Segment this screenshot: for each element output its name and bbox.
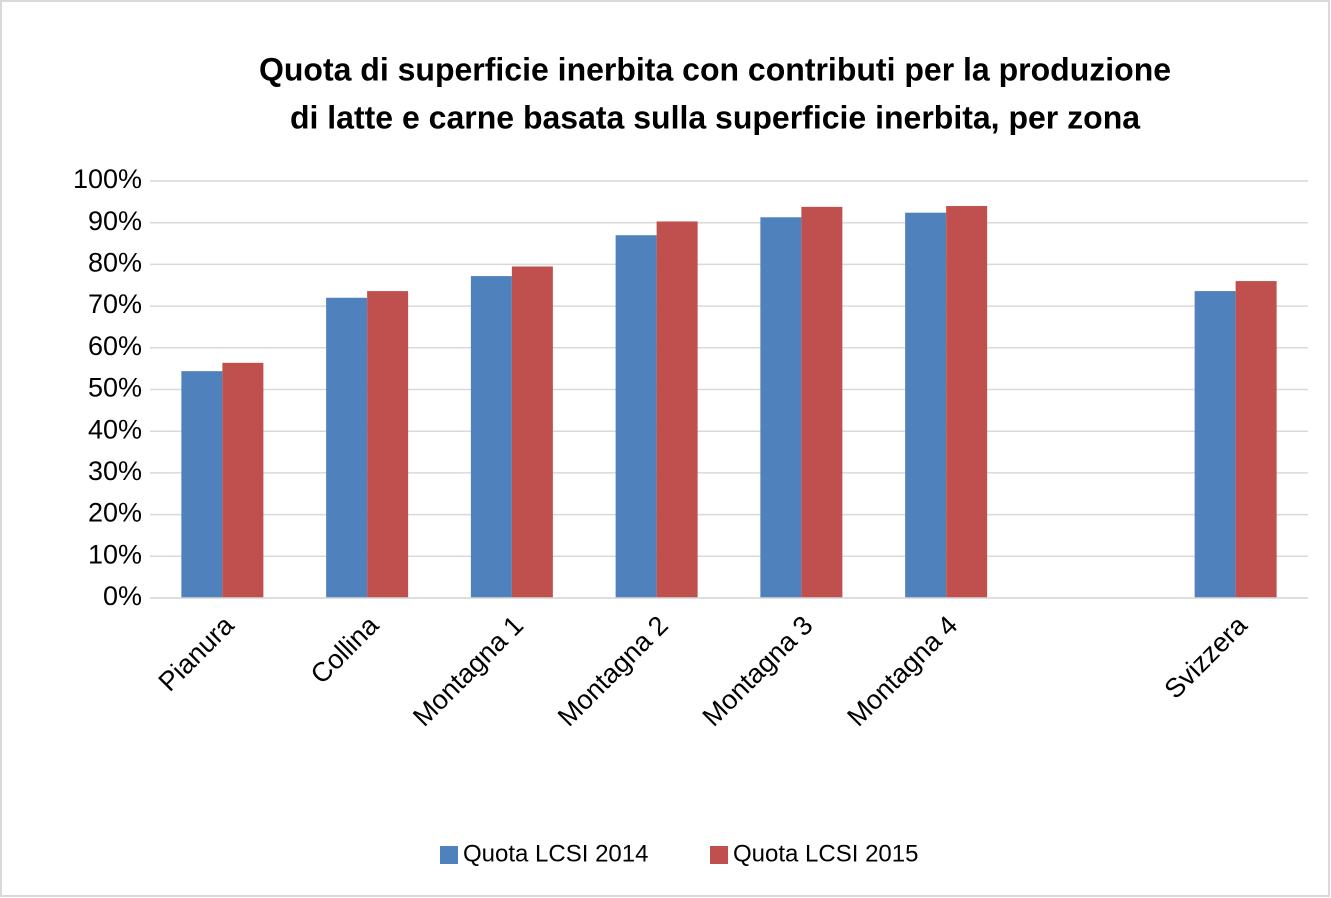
y-tick-label: 10% [88,539,142,569]
y-tick-label: 30% [88,456,142,486]
bar [946,206,988,598]
chart-title: di latte e carne basata sulla superficie… [290,99,1140,135]
y-tick-label: 90% [88,206,142,236]
legend-swatch [440,846,458,864]
bar [367,291,409,598]
y-tick-label: 0% [103,581,142,611]
bar [326,297,368,598]
bar [1235,281,1277,598]
bar [760,217,802,599]
bar [511,266,553,598]
legend-label: Quota LCSI 2015 [733,840,918,867]
y-tick-label: 50% [88,373,142,403]
bar [615,235,657,598]
bar [222,362,264,598]
y-tick-label: 70% [88,289,142,319]
y-tick-label: 60% [88,331,142,361]
bar [470,276,512,598]
bar [656,221,698,598]
y-tick-label: 40% [88,414,142,444]
legend-label: Quota LCSI 2014 [463,840,648,867]
y-tick-label: 100% [73,164,142,194]
y-tick-label: 20% [88,498,142,528]
bar [801,206,843,598]
bar [181,371,223,598]
chart-title: Quota di superficie inerbita con contrib… [259,51,1171,87]
y-tick-label: 80% [88,248,142,278]
bar [1194,291,1236,598]
bar [905,212,947,598]
legend-swatch [710,846,728,864]
